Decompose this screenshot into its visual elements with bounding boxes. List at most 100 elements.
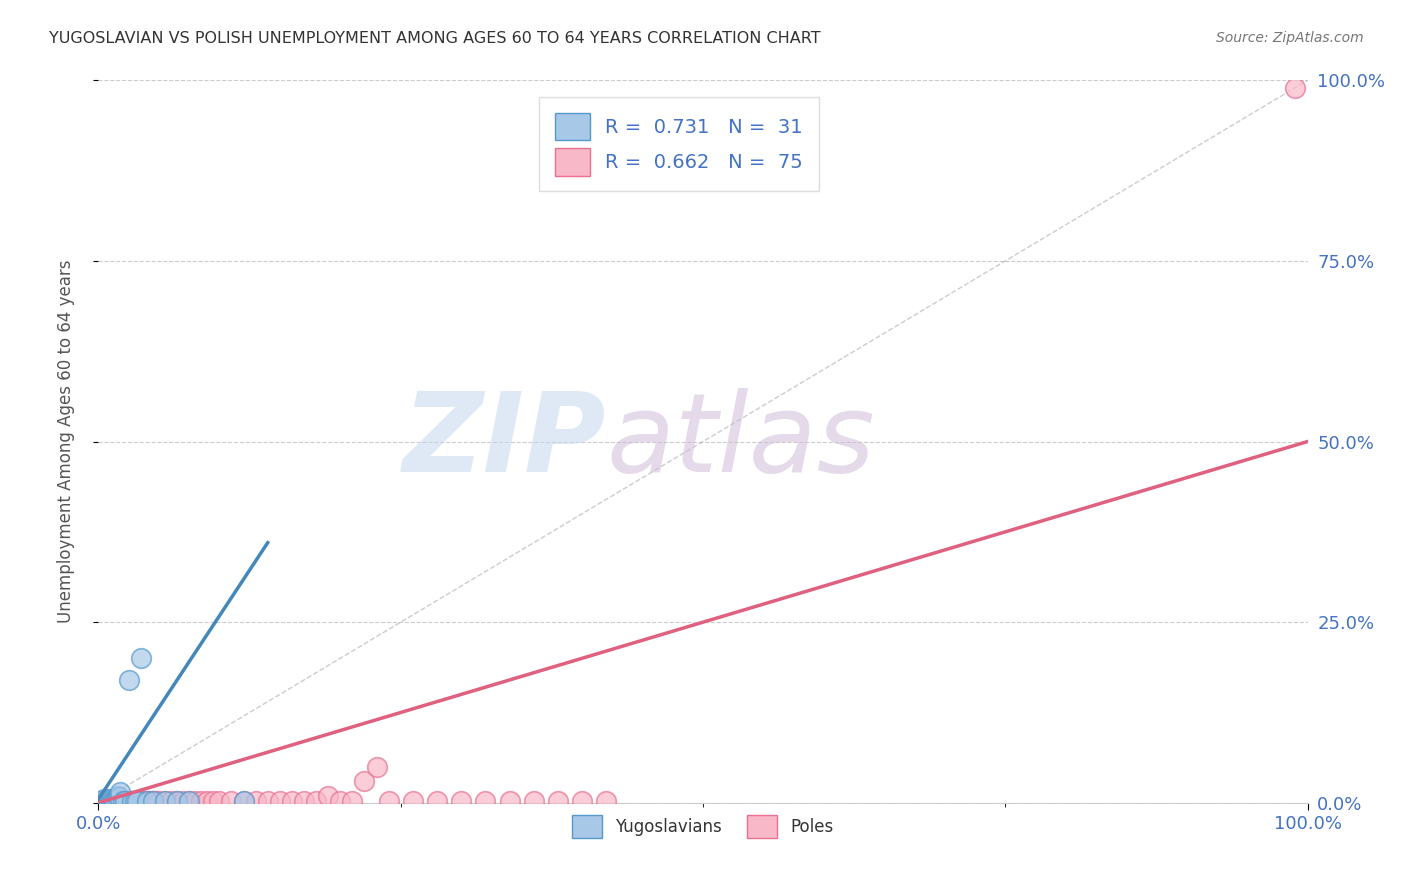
Point	[131, 794, 153, 808]
Legend: Yugoslavians, Poles: Yugoslavians, Poles	[565, 808, 841, 845]
Point	[547, 794, 569, 808]
Point	[124, 794, 146, 808]
Point	[134, 794, 156, 808]
Point	[103, 794, 125, 808]
Point	[93, 794, 115, 808]
Point	[172, 794, 194, 808]
Point	[127, 794, 149, 808]
Point	[184, 794, 207, 808]
Point	[179, 794, 201, 808]
Text: atlas: atlas	[606, 388, 875, 495]
Point	[148, 794, 170, 808]
Point	[305, 794, 328, 808]
Point	[1284, 80, 1306, 95]
Point	[202, 794, 225, 808]
Point	[292, 794, 315, 808]
Point	[208, 794, 231, 808]
Point	[90, 794, 112, 808]
Point	[98, 794, 121, 808]
Point	[97, 794, 120, 808]
Point	[232, 794, 254, 808]
Point	[121, 794, 143, 808]
Point	[100, 794, 122, 808]
Point	[98, 793, 121, 807]
Point	[118, 673, 141, 687]
Point	[195, 794, 218, 808]
Point	[104, 794, 127, 808]
Point	[523, 794, 546, 808]
Point	[316, 789, 339, 803]
Point	[118, 794, 141, 808]
Point	[179, 794, 201, 808]
Point	[129, 651, 152, 665]
Point	[166, 794, 188, 808]
Point	[450, 794, 472, 808]
Point	[115, 794, 138, 808]
Point	[111, 794, 134, 808]
Point	[120, 794, 142, 808]
Point	[101, 794, 124, 808]
Point	[100, 792, 122, 806]
Point	[571, 794, 593, 808]
Point	[166, 794, 188, 808]
Point	[100, 794, 122, 808]
Point	[110, 794, 132, 808]
Point	[145, 794, 167, 808]
Point	[107, 794, 129, 808]
Point	[112, 794, 135, 808]
Point	[100, 794, 122, 808]
Point	[118, 794, 141, 808]
Point	[366, 760, 388, 774]
Point	[104, 794, 127, 808]
Point	[269, 794, 291, 808]
Point	[114, 794, 136, 808]
Point	[101, 793, 124, 807]
Point	[595, 794, 617, 808]
Point	[91, 794, 114, 808]
Y-axis label: Unemployment Among Ages 60 to 64 years: Unemployment Among Ages 60 to 64 years	[56, 260, 75, 624]
Point	[342, 794, 364, 808]
Point	[474, 794, 496, 808]
Point	[135, 794, 157, 808]
Point	[111, 794, 134, 808]
Point	[122, 794, 145, 808]
Point	[94, 794, 117, 808]
Point	[153, 794, 176, 808]
Point	[141, 794, 163, 808]
Point	[105, 792, 128, 806]
Point	[402, 794, 425, 808]
Point	[107, 789, 129, 803]
Point	[93, 792, 115, 806]
Point	[245, 794, 267, 808]
Point	[153, 794, 176, 808]
Point	[117, 794, 139, 808]
Point	[353, 774, 375, 789]
Point	[97, 794, 120, 808]
Point	[94, 794, 117, 808]
Point	[108, 794, 131, 808]
Point	[108, 790, 131, 805]
Point	[93, 794, 115, 808]
Point	[108, 785, 131, 799]
Point	[160, 794, 183, 808]
Point	[103, 794, 125, 808]
Text: YUGOSLAVIAN VS POLISH UNEMPLOYMENT AMONG AGES 60 TO 64 YEARS CORRELATION CHART: YUGOSLAVIAN VS POLISH UNEMPLOYMENT AMONG…	[49, 31, 821, 46]
Point	[135, 794, 157, 808]
Point	[127, 794, 149, 808]
Point	[96, 794, 118, 808]
Point	[100, 794, 122, 808]
Point	[108, 794, 131, 808]
Point	[142, 794, 165, 808]
Point	[100, 794, 122, 808]
Point	[232, 794, 254, 808]
Point	[281, 794, 304, 808]
Point	[105, 794, 128, 808]
Point	[114, 794, 136, 808]
Point	[190, 794, 212, 808]
Point	[97, 792, 120, 806]
Point	[91, 794, 114, 808]
Point	[256, 794, 278, 808]
Point	[377, 794, 399, 808]
Text: Source: ZipAtlas.com: Source: ZipAtlas.com	[1216, 31, 1364, 45]
Text: ZIP: ZIP	[402, 388, 606, 495]
